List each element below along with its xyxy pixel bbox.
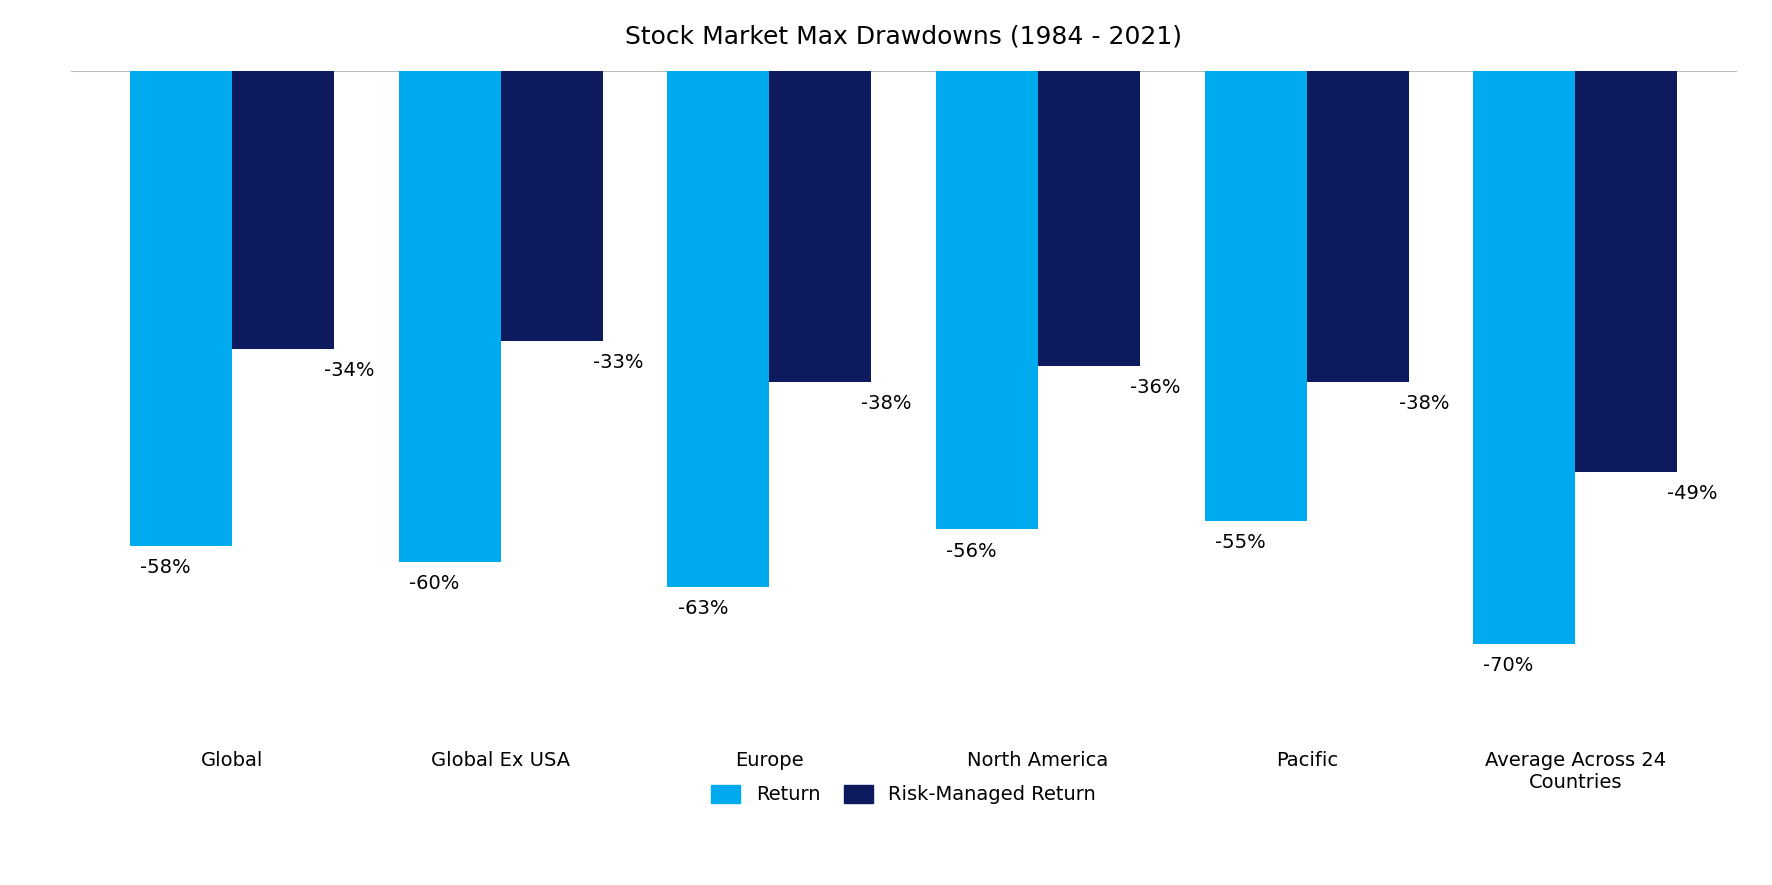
Bar <box>1038 71 1139 366</box>
Bar <box>1473 71 1575 643</box>
Text: -36%: -36% <box>1131 378 1180 396</box>
Bar <box>232 71 335 349</box>
Text: -63%: -63% <box>677 599 728 618</box>
Bar <box>769 71 872 381</box>
Text: -33%: -33% <box>592 353 643 373</box>
Bar <box>1575 71 1678 472</box>
Text: -56%: -56% <box>946 542 998 560</box>
Legend: Return, Risk-Managed Return: Return, Risk-Managed Return <box>702 775 1106 814</box>
Text: -49%: -49% <box>1667 484 1717 504</box>
Text: -38%: -38% <box>861 394 913 413</box>
Text: -38%: -38% <box>1398 394 1449 413</box>
Text: -60%: -60% <box>409 574 459 593</box>
Bar <box>129 71 232 545</box>
Bar <box>936 71 1038 529</box>
Bar <box>1306 71 1409 381</box>
Text: -55%: -55% <box>1216 534 1265 552</box>
Bar <box>668 71 769 587</box>
Title: Stock Market Max Drawdowns (1984 - 2021): Stock Market Max Drawdowns (1984 - 2021) <box>626 24 1182 48</box>
Text: -70%: -70% <box>1483 656 1535 675</box>
Bar <box>501 71 602 341</box>
Bar <box>1205 71 1306 521</box>
Bar <box>399 71 501 562</box>
Text: -58%: -58% <box>140 558 191 577</box>
Text: -34%: -34% <box>324 361 374 381</box>
